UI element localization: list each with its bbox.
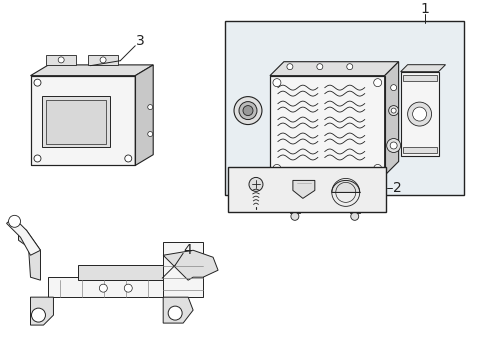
Polygon shape xyxy=(19,225,41,280)
Circle shape xyxy=(407,102,431,126)
Bar xyxy=(48,277,193,297)
Circle shape xyxy=(8,215,20,227)
Circle shape xyxy=(31,308,45,322)
Circle shape xyxy=(290,212,298,220)
Polygon shape xyxy=(30,65,153,76)
Polygon shape xyxy=(269,62,398,76)
Circle shape xyxy=(272,165,280,172)
Circle shape xyxy=(316,64,322,70)
Bar xyxy=(402,148,436,153)
Circle shape xyxy=(286,64,292,70)
Circle shape xyxy=(239,102,257,120)
Bar xyxy=(163,242,203,297)
Polygon shape xyxy=(331,180,359,192)
Circle shape xyxy=(373,165,381,172)
Bar xyxy=(46,55,76,65)
Circle shape xyxy=(346,64,352,70)
Bar xyxy=(30,76,135,166)
Circle shape xyxy=(390,85,396,91)
Circle shape xyxy=(147,105,152,109)
Polygon shape xyxy=(400,65,445,72)
Circle shape xyxy=(243,105,252,116)
Polygon shape xyxy=(163,250,218,280)
Bar xyxy=(46,100,106,144)
Circle shape xyxy=(99,284,107,292)
Bar xyxy=(269,76,384,175)
Bar xyxy=(78,265,163,280)
Polygon shape xyxy=(30,297,53,325)
Circle shape xyxy=(272,78,280,87)
Bar xyxy=(400,72,438,157)
Bar xyxy=(88,55,118,65)
Text: 4: 4 xyxy=(183,243,192,257)
Circle shape xyxy=(124,155,131,162)
Circle shape xyxy=(34,155,41,162)
Circle shape xyxy=(34,79,41,86)
Polygon shape xyxy=(163,297,193,323)
Polygon shape xyxy=(384,62,398,175)
Bar xyxy=(349,210,359,213)
Text: 3: 3 xyxy=(136,34,144,48)
Bar xyxy=(402,75,436,81)
Bar xyxy=(30,76,135,166)
Bar xyxy=(269,76,384,175)
Circle shape xyxy=(100,57,106,63)
Circle shape xyxy=(390,108,395,113)
Circle shape xyxy=(386,139,400,153)
Circle shape xyxy=(147,131,152,136)
Polygon shape xyxy=(6,217,41,255)
Circle shape xyxy=(234,96,262,125)
Circle shape xyxy=(350,212,358,220)
Bar xyxy=(42,96,110,148)
Circle shape xyxy=(58,57,64,63)
Text: 1: 1 xyxy=(419,2,428,16)
Circle shape xyxy=(124,284,132,292)
Bar xyxy=(227,167,385,212)
Text: 2: 2 xyxy=(392,181,401,195)
Circle shape xyxy=(248,177,263,192)
Polygon shape xyxy=(292,180,314,198)
Bar xyxy=(224,21,464,195)
Circle shape xyxy=(373,78,381,87)
Polygon shape xyxy=(135,65,153,166)
Circle shape xyxy=(389,142,396,149)
Circle shape xyxy=(388,105,398,116)
Circle shape xyxy=(412,107,426,121)
Circle shape xyxy=(168,306,182,320)
Bar xyxy=(289,210,299,213)
